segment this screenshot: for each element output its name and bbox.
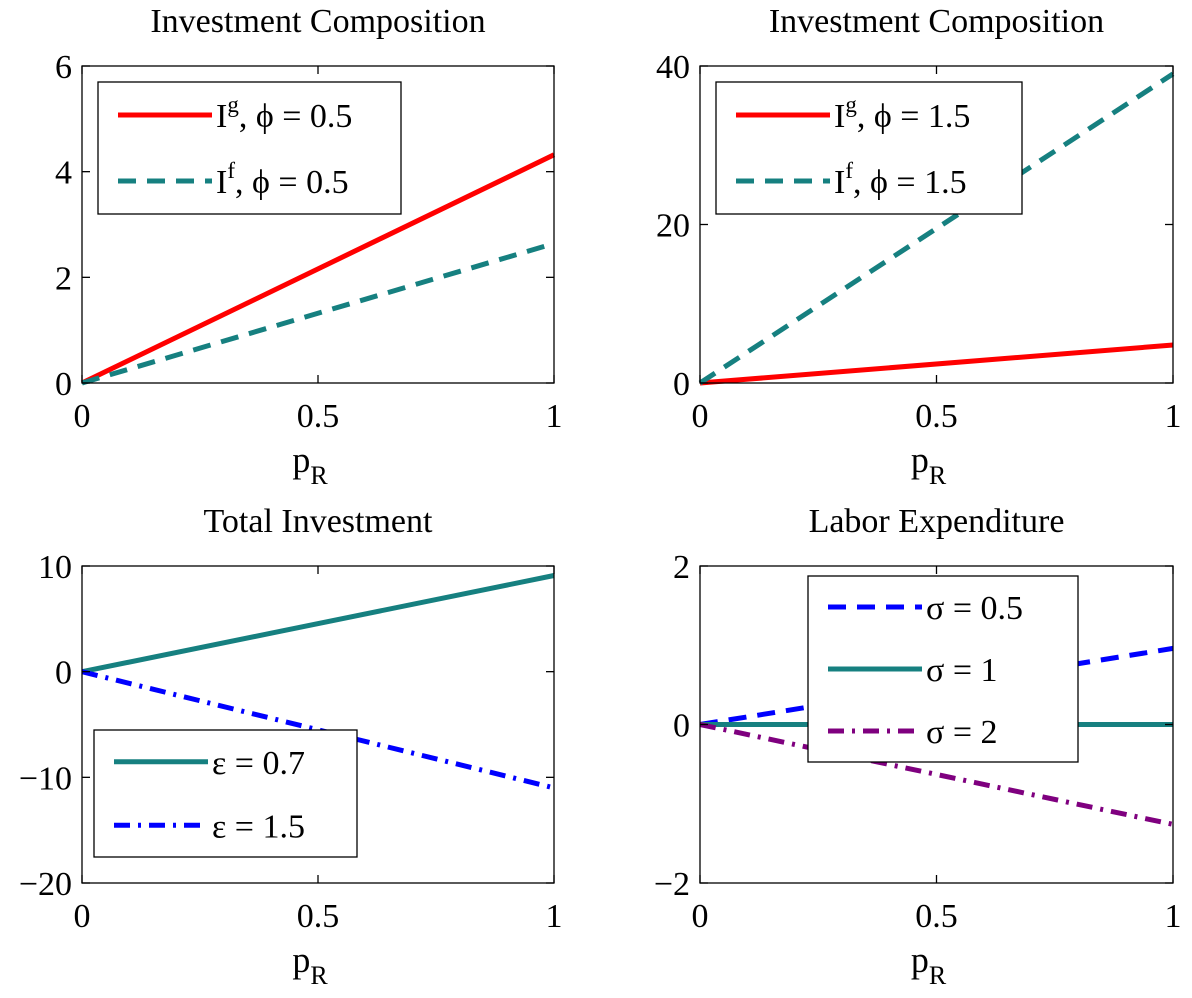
series-line-1 <box>699 342 1174 386</box>
x-tick-label: 1 <box>1165 898 1182 935</box>
legend: σ = 0.5 σ = 1 σ = 2 <box>807 575 1079 763</box>
series-line-1 <box>80 152 556 386</box>
y-tick-label: 0 <box>55 655 72 692</box>
legend-label-2: σ = 1 <box>926 652 998 689</box>
x-tick-label: 0 <box>692 898 709 935</box>
legend-label-2: ε = 1.5 <box>212 808 305 845</box>
y-tick-label: 2 <box>673 549 690 586</box>
series-line-2 <box>81 669 555 791</box>
legend: Ig, ϕ = 1.5 If, ϕ = 1.5 <box>715 81 1023 215</box>
legend: Ig, ϕ = 0.5 If, ϕ = 0.5 <box>97 81 402 215</box>
legend-label-1: Ig, ϕ = 1.5 <box>834 92 970 135</box>
x-tick-label: 0.5 <box>297 398 340 435</box>
x-tick-label: 0.5 <box>915 398 958 435</box>
x-tick-label: 0 <box>692 398 709 435</box>
y-tick-label: 0 <box>673 708 690 745</box>
legend-box <box>97 81 402 215</box>
legend-label-2: If, ϕ = 1.5 <box>834 158 967 201</box>
y-tick-label: 40 <box>656 49 690 86</box>
series-line-1 <box>81 573 555 675</box>
x-axis-label: pR <box>292 440 328 490</box>
y-tick-label: 0 <box>55 366 72 403</box>
legend: ε = 0.7 ε = 1.5 <box>93 729 358 858</box>
legend-box <box>715 81 1023 215</box>
series-line-3 <box>699 722 1174 827</box>
legend-label-1: ε = 0.7 <box>212 745 305 782</box>
legend-label-2: If, ϕ = 0.5 <box>216 158 349 201</box>
x-tick-label: 0 <box>74 398 91 435</box>
x-tick-label: 1 <box>1165 398 1182 435</box>
chart-panel-2: Investment Composition 0 0.5 1 0 20 40 pR Ig, ϕ … <box>656 3 1182 490</box>
x-tick-label: 0.5 <box>297 898 340 935</box>
x-axis-label: pR <box>911 440 947 490</box>
chart-panel-1: Investment Composition 0 0.5 1 0 2 4 6 pR Ig, ϕ =… <box>55 3 563 490</box>
legend-box <box>93 729 358 858</box>
y-tick-label: 4 <box>55 155 72 192</box>
x-tick-label: 1 <box>546 398 563 435</box>
chart-title: Total Investment <box>204 503 434 540</box>
y-tick-label: 10 <box>38 549 72 586</box>
x-axis-label: pR <box>292 940 328 990</box>
y-tick-label: −2 <box>654 866 690 903</box>
x-tick-label: 1 <box>546 898 563 935</box>
y-tick-label: −10 <box>19 760 72 797</box>
y-tick-label: 0 <box>673 366 690 403</box>
series-line-2 <box>698 71 1175 386</box>
chart-title: Investment Composition <box>150 3 485 40</box>
y-tick-label: −20 <box>19 866 72 903</box>
x-axis-label: pR <box>911 940 947 990</box>
chart-title: Investment Composition <box>769 3 1104 40</box>
chart-title: Labor Expenditure <box>809 503 1065 540</box>
y-tick-label: 20 <box>656 208 690 245</box>
legend-label-1: Ig, ϕ = 0.5 <box>216 92 352 135</box>
y-tick-label: 6 <box>55 49 72 86</box>
x-tick-label: 0.5 <box>915 898 958 935</box>
series-line-2 <box>81 241 555 386</box>
y-tick-label: 2 <box>55 260 72 297</box>
legend-label-3: σ = 2 <box>926 714 998 751</box>
legend-label-1: σ = 0.5 <box>926 590 1023 627</box>
x-tick-label: 0 <box>74 898 91 935</box>
